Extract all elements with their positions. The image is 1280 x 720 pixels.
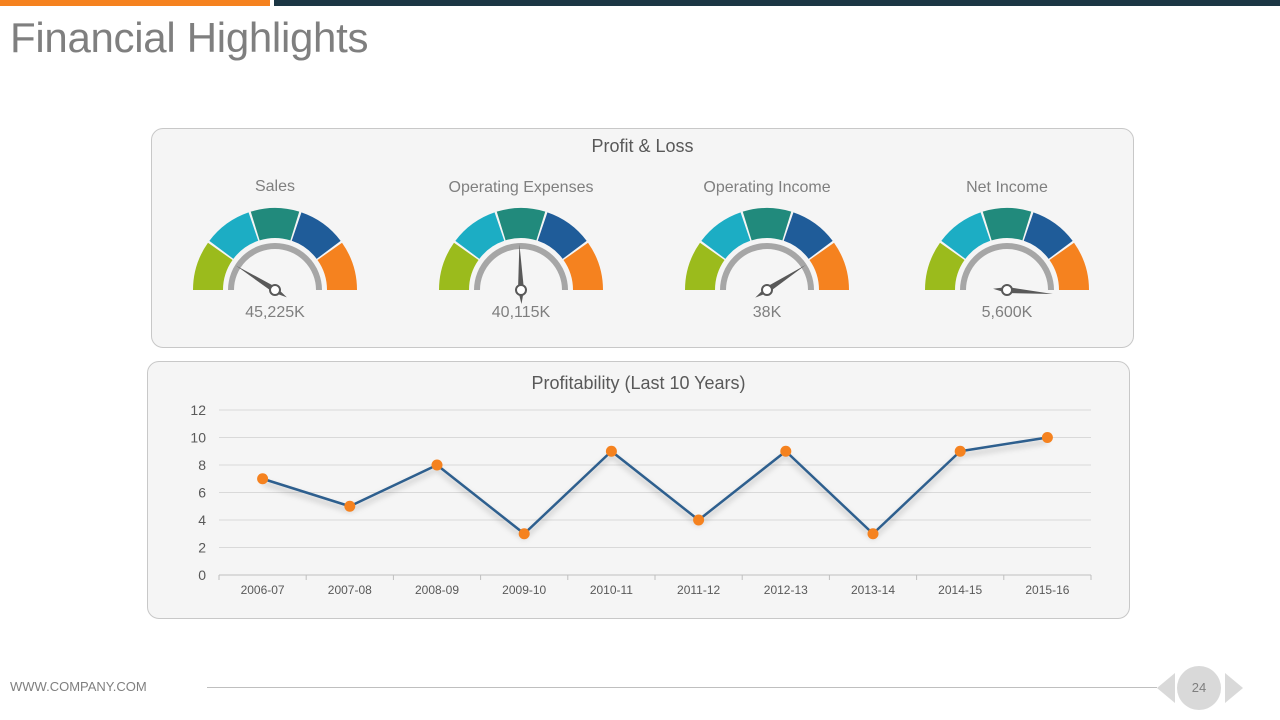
footer-url[interactable]: WWW.COMPANY.COM xyxy=(10,679,147,694)
gauge-segment-2 xyxy=(742,208,792,241)
gauge-inner-ring xyxy=(474,243,568,291)
gauge-value: 38K xyxy=(753,304,782,321)
data-point-2007-08 xyxy=(344,500,356,512)
gauge-segment-0 xyxy=(439,242,479,290)
data-point-2010-11 xyxy=(605,445,617,457)
gauge-segment-0 xyxy=(685,242,725,290)
gauge-segment-4 xyxy=(1049,242,1089,290)
y-tick-label: 12 xyxy=(190,402,206,418)
gauge-needle-hub xyxy=(1001,284,1013,296)
y-tick-label: 0 xyxy=(198,567,206,583)
data-point-2008-09 xyxy=(431,459,443,471)
gauge-segment-3 xyxy=(537,212,587,259)
x-tick-label: 2014-15 xyxy=(938,583,982,597)
x-tick-label: 2011-12 xyxy=(677,583,720,597)
gauge-value: 40,115K xyxy=(492,304,551,321)
gauge-inner-ring xyxy=(720,243,814,291)
profit-loss-panel: Profit & Loss Sales 45,225K Operating Expe… xyxy=(151,128,1134,348)
gauge-inner-ring xyxy=(228,243,322,291)
x-tick-label: 2015-16 xyxy=(1025,583,1069,597)
gauge-segment-1 xyxy=(209,212,259,259)
x-tick-label: 2007-08 xyxy=(328,583,372,597)
gauge-segment-3 xyxy=(1023,212,1073,259)
gauge-label: Operating Income xyxy=(703,179,830,196)
data-point-2014-15 xyxy=(954,445,966,457)
gauge-label: Operating Expenses xyxy=(449,179,594,196)
gauge-needle-hub xyxy=(515,284,527,296)
profit-loss-title: Profit & Loss xyxy=(591,136,694,156)
y-tick-label: 10 xyxy=(190,430,206,446)
page-title: Financial Highlights xyxy=(10,14,369,61)
chart-title: Profitability (Last 10 Years) xyxy=(531,373,746,393)
gauge-segment-1 xyxy=(701,212,751,259)
data-point-2011-12 xyxy=(693,514,705,526)
gauge-segment-3 xyxy=(783,212,833,259)
top-accent-bar-orange xyxy=(0,0,270,6)
x-tick-label: 2010-11 xyxy=(590,583,633,597)
gauge-value: 45,225K xyxy=(245,304,305,321)
gauge-segment-1 xyxy=(941,212,991,259)
gauge-0: Sales 45,225K xyxy=(193,178,357,321)
gauge-label: Net Income xyxy=(966,179,1048,196)
gauge-label: Sales xyxy=(255,178,295,195)
gauge-segment-2 xyxy=(496,208,546,241)
x-tick-label: 2006-07 xyxy=(241,583,285,597)
gauge-1: Operating Expenses 40,115K xyxy=(439,179,603,321)
gauge-segment-4 xyxy=(563,242,603,290)
gauge-segment-1 xyxy=(455,212,505,259)
footer-divider xyxy=(207,687,1157,688)
gauge-segment-0 xyxy=(925,242,965,290)
next-slide-arrow-icon[interactable] xyxy=(1225,673,1243,703)
gauge-segment-2 xyxy=(250,208,300,241)
data-point-2015-16 xyxy=(1041,432,1053,443)
profitability-series-line xyxy=(262,436,1048,535)
profitability-line-chart: 0 2 4 6 8 10 12 2006-07 2007-08 2008-09 2009-10 201… xyxy=(190,402,1092,597)
gauge-segment-0 xyxy=(193,242,233,290)
gauge-segment-2 xyxy=(982,208,1032,241)
data-point-2013-14 xyxy=(867,528,879,540)
gauge-inner-ring xyxy=(960,243,1054,291)
gauge-segment-4 xyxy=(317,242,357,290)
x-tick-label: 2012-13 xyxy=(764,583,808,597)
x-tick-label: 2008-09 xyxy=(415,583,459,597)
gauge-needle-hub xyxy=(761,284,773,296)
gauge-segment-3 xyxy=(291,212,341,259)
top-accent-bar-dark xyxy=(274,0,1280,6)
y-tick-label: 8 xyxy=(198,457,206,473)
gauge-segment-4 xyxy=(809,242,849,290)
gauge-2: Operating Income 38K xyxy=(685,179,849,321)
y-tick-label: 6 xyxy=(198,485,206,501)
profitability-chart-panel: Profitability (Last 10 Years) 0 2 4 6 8 10 12 2… xyxy=(147,361,1130,619)
x-tick-label: 2009-10 xyxy=(502,583,546,597)
data-point-2006-07 xyxy=(257,473,269,485)
y-tick-label: 4 xyxy=(198,512,206,528)
gauge-needle-hub xyxy=(269,284,281,296)
data-point-2012-13 xyxy=(780,445,792,457)
x-tick-label: 2013-14 xyxy=(851,583,895,597)
previous-slide-arrow-icon[interactable] xyxy=(1157,673,1175,703)
data-point-2009-10 xyxy=(518,528,530,540)
gauge-3: Net Income 5,600K xyxy=(925,179,1089,321)
page-number-badge: 24 xyxy=(1177,666,1221,710)
y-tick-label: 2 xyxy=(198,540,206,556)
gauge-value: 5,600K xyxy=(982,304,1033,321)
